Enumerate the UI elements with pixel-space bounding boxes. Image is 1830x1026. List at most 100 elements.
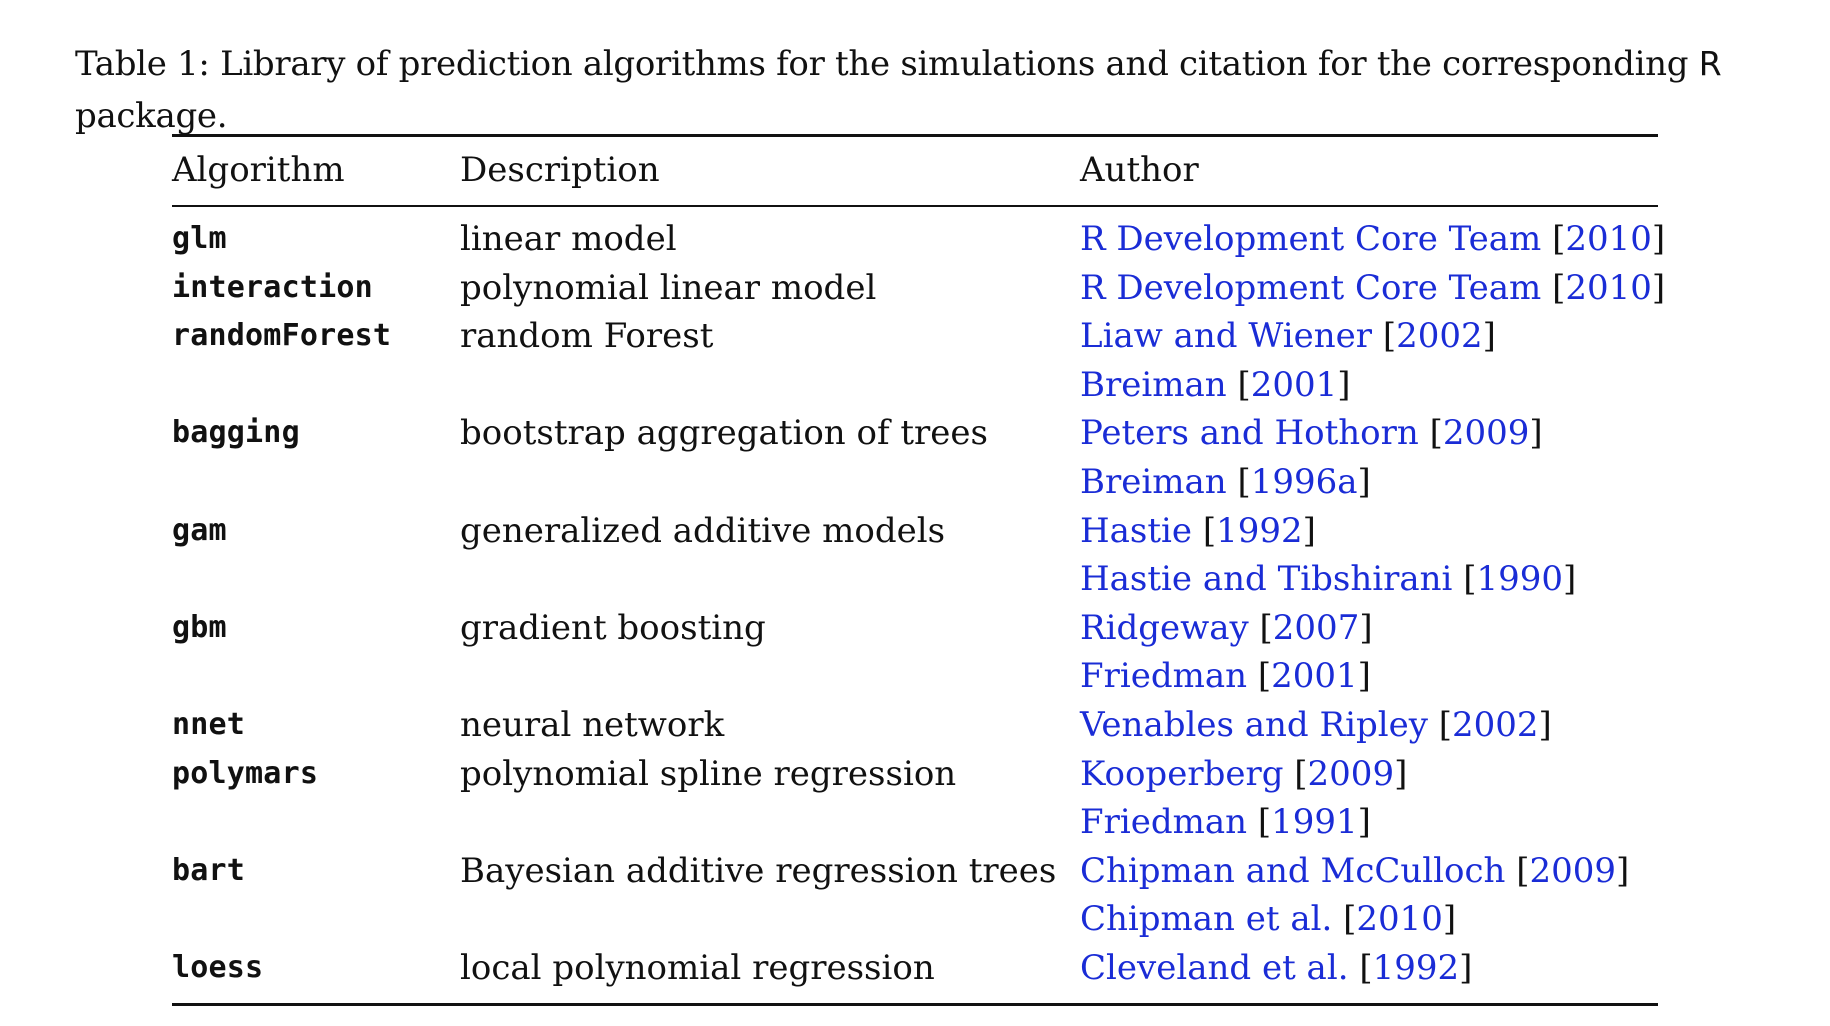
citation-author-link[interactable]: Hastie and Tibshirani <box>1080 559 1453 600</box>
algorithm-cell: nnet <box>172 706 246 742</box>
table-bottom-rule <box>172 1002 1658 1006</box>
citation-year-link[interactable]: 2010 <box>1565 219 1652 259</box>
algorithm-cell: loess <box>172 949 264 985</box>
close-bracket: ] <box>1459 947 1473 988</box>
author-citation: Venables and Ripley [2002] <box>1080 701 1552 749</box>
description-cell: local polynomial regression <box>460 947 935 988</box>
citation-year-link[interactable]: 2001 <box>1250 364 1338 405</box>
author-citation: Hastie and Tibshirani [1990] <box>1080 555 1576 603</box>
citation-year-link[interactable]: 2001 <box>1271 656 1358 697</box>
author-citation: Liaw and Wiener [2002] <box>1080 312 1496 360</box>
author-citation: Cleveland et al. [1992] <box>1080 944 1472 992</box>
citation-author-link[interactable]: Venables and Ripley <box>1080 704 1428 745</box>
citation-author-link[interactable]: Cleveland et al. <box>1080 947 1349 988</box>
open-bracket: [ <box>1463 559 1477 600</box>
close-bracket: ] <box>1337 364 1351 405</box>
table-top-rule <box>172 134 1658 137</box>
description-cell: polynomial linear model <box>460 267 877 308</box>
citation-author-link[interactable]: R Development Core Team <box>1080 267 1542 308</box>
open-bracket: [ <box>1202 510 1217 551</box>
algorithm-cell: glm <box>172 221 227 256</box>
close-bracket: ] <box>1651 267 1666 308</box>
citation-year-link[interactable]: 1992 <box>1372 947 1460 988</box>
close-bracket: ] <box>1357 802 1371 843</box>
citation-author-link[interactable]: Ridgeway <box>1080 607 1249 648</box>
citation-year-link[interactable]: 1990 <box>1476 559 1564 600</box>
close-bracket: ] <box>1651 219 1666 259</box>
table-row: bart Bayesian additive regression trees Ch… <box>172 847 1658 896</box>
description-cell: linear model <box>460 219 677 259</box>
table-row: nnet neural network Venables and Ripley [2… <box>172 701 1658 750</box>
citation-author-link[interactable]: Friedman <box>1080 656 1248 697</box>
open-bracket: [ <box>1552 267 1566 308</box>
citation-author-link[interactable]: Breiman <box>1080 461 1227 502</box>
citation-author-link[interactable]: Chipman and McCulloch <box>1080 850 1506 891</box>
open-bracket: [ <box>1259 607 1273 648</box>
header-algorithm: Algorithm <box>172 150 345 190</box>
table-row: polymars polynomial spline regression Koop… <box>172 750 1658 799</box>
citation-year-link[interactable]: 2007 <box>1272 607 1360 648</box>
open-bracket: [ <box>1294 753 1308 794</box>
author-citation: Chipman and McCulloch [2009] <box>1080 847 1629 895</box>
description-cell: Bayesian additive regression trees <box>460 850 1057 891</box>
caption-text-continued: package. <box>75 96 228 136</box>
citation-year-link[interactable]: 1996a <box>1250 461 1358 502</box>
algorithm-cell: polymars <box>172 755 319 791</box>
open-bracket: [ <box>1343 899 1357 940</box>
citation-year-link[interactable]: 2009 <box>1529 850 1617 891</box>
caption-r-name: R <box>1698 44 1722 83</box>
author-citation: Kooperberg [2009] <box>1080 750 1407 798</box>
citation-author-link[interactable]: Chipman et al. <box>1080 899 1333 940</box>
open-bracket: [ <box>1382 316 1397 357</box>
citation-year-link[interactable]: 1992 <box>1216 510 1303 551</box>
citation-author-link[interactable]: Breiman <box>1080 364 1227 405</box>
close-bracket: ] <box>1357 461 1371 502</box>
open-bracket: [ <box>1359 947 1373 988</box>
citation-author-link[interactable]: Hastie <box>1080 510 1193 551</box>
caption-text: Table 1: Library of prediction algorithm… <box>75 44 1699 84</box>
author-citation: Chipman et al. [2010] <box>1080 895 1456 943</box>
author-citation: Peters and Hothorn [2009] <box>1080 409 1543 457</box>
citation-year-link[interactable]: 2010 <box>1356 899 1443 940</box>
close-bracket: ] <box>1394 753 1408 794</box>
algorithm-cell: bart <box>172 852 246 888</box>
citation-author-link[interactable]: R Development Core Team <box>1080 219 1542 259</box>
citation-year-link[interactable]: 2009 <box>1307 753 1395 794</box>
header-author: Author <box>1080 150 1199 190</box>
open-bracket: [ <box>1237 364 1251 405</box>
open-bracket: [ <box>1257 656 1272 697</box>
open-bracket: [ <box>1438 704 1452 745</box>
author-citation: Ridgeway [2007] <box>1080 604 1373 652</box>
author-citation: Hastie [1992] <box>1080 507 1316 555</box>
algorithm-cell: gam <box>172 512 227 548</box>
citation-year-link[interactable]: 2002 <box>1452 704 1539 745</box>
algorithm-cell: randomForest <box>172 318 392 354</box>
citation-author-link[interactable]: Friedman <box>1080 802 1248 843</box>
author-citation: Friedman [2001] <box>1080 652 1371 700</box>
citation-year-link[interactable]: 2010 <box>1565 267 1652 308</box>
open-bracket: [ <box>1552 219 1566 259</box>
table-header-rule <box>172 205 1658 207</box>
citation-author-link[interactable]: Liaw and Wiener <box>1080 316 1372 357</box>
citation-author-link[interactable]: Peters and Hothorn <box>1080 413 1419 454</box>
close-bracket: ] <box>1482 316 1496 357</box>
close-bracket: ] <box>1616 850 1630 891</box>
close-bracket: ] <box>1302 510 1316 551</box>
author-citation: Breiman [1996a] <box>1080 458 1371 506</box>
open-bracket: [ <box>1237 461 1251 502</box>
author-citation: Friedman [1991] <box>1080 798 1371 846</box>
algorithm-cell: gbm <box>172 609 227 645</box>
citation-author-link[interactable]: Kooperberg <box>1080 753 1284 794</box>
citation-year-link[interactable]: 2002 <box>1396 316 1483 357</box>
algorithm-cell: interaction <box>172 269 373 305</box>
citation-year-link[interactable]: 2009 <box>1442 413 1530 454</box>
close-bracket: ] <box>1529 413 1543 454</box>
description-cell: gradient boosting <box>460 607 766 648</box>
citation-year-link[interactable]: 1991 <box>1271 802 1358 843</box>
description-cell: bootstrap aggregation of trees <box>460 413 988 454</box>
open-bracket: [ <box>1516 850 1530 891</box>
table-row: Chipman et al. [2010] <box>172 895 1658 944</box>
table-row: loess local polynomial regression Clevelan… <box>172 944 1658 993</box>
close-bracket: ] <box>1359 607 1373 648</box>
close-bracket: ] <box>1442 899 1457 940</box>
